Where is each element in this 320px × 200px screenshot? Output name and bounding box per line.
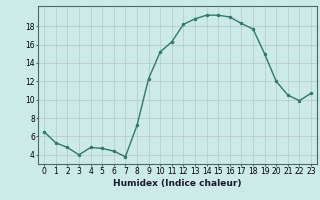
X-axis label: Humidex (Indice chaleur): Humidex (Indice chaleur) [113, 179, 242, 188]
